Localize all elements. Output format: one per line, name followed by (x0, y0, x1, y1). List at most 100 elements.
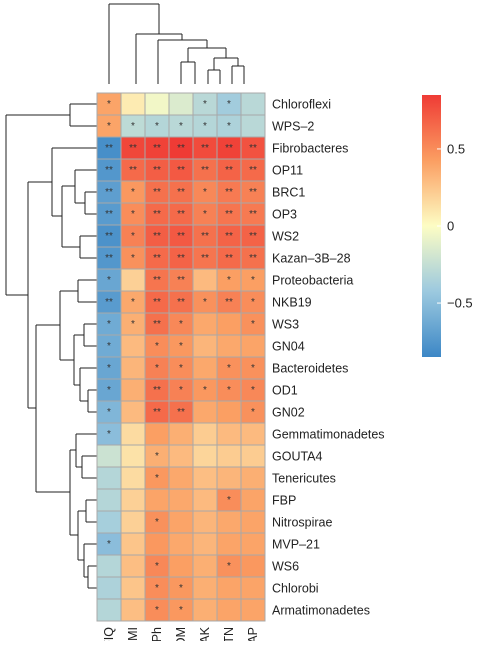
significance-mark: ** (177, 209, 185, 220)
significance-mark: ** (153, 319, 161, 330)
row-label: Fibrobacteres (272, 142, 348, 156)
heatmap-cell (120, 356, 146, 380)
heatmap-cell (216, 444, 242, 468)
row-label: Chloroflexi (272, 98, 331, 112)
column-label: AP (246, 627, 260, 641)
row-dendro-branch (60, 323, 97, 413)
significance-mark: ** (249, 165, 257, 176)
significance-mark: ** (177, 253, 185, 264)
column-label: FIQ (102, 627, 116, 641)
heatmap-cell (120, 598, 146, 622)
significance-mark: * (179, 583, 183, 594)
heatmap-cell (192, 576, 218, 600)
significance-mark: ** (249, 231, 257, 242)
heatmap-cell (120, 422, 146, 446)
row-dendro-branch (69, 103, 97, 127)
heatmap-cell (168, 532, 194, 556)
significance-mark: * (203, 385, 207, 396)
significance-mark: * (179, 385, 183, 396)
significance-mark: ** (201, 253, 209, 264)
heatmap-cell (192, 466, 218, 490)
heatmap-cell (192, 334, 218, 358)
significance-mark: ** (153, 165, 161, 176)
row-dendro-branch (5, 114, 70, 492)
heatmap-cell (240, 598, 266, 622)
col-dendro-branch (231, 65, 245, 84)
heatmap-cell (192, 510, 218, 534)
significance-mark: * (251, 363, 255, 374)
colorbar-tick-label: −0.5 (447, 296, 473, 311)
significance-mark: ** (225, 231, 233, 242)
col-dendro-branch (135, 33, 183, 84)
heatmap-cell (96, 598, 122, 622)
significance-mark: ** (225, 143, 233, 154)
row-dendrogram (5, 103, 97, 589)
heatmap-cell (240, 444, 266, 468)
heatmap-cell (240, 114, 266, 138)
heatmap-cell (144, 532, 170, 556)
significance-mark: ** (201, 231, 209, 242)
heatmap-cell (192, 598, 218, 622)
row-label: NKB19 (272, 296, 312, 310)
row-labels: Chloroflexi WPS–2 Fibrobacteres OP11 BRC1 OP3… (272, 98, 385, 618)
significance-mark: * (107, 385, 111, 396)
col-dendro-branch (108, 3, 160, 84)
heatmap-cell (192, 312, 218, 336)
significance-mark: * (131, 297, 135, 308)
significance-mark: * (179, 341, 183, 352)
heatmap-cell (216, 532, 242, 556)
significance-mark: ** (177, 297, 185, 308)
row-label: Proteobacteria (272, 274, 353, 288)
significance-mark: * (203, 121, 207, 132)
significance-mark: ** (225, 165, 233, 176)
column-label: Ph (150, 627, 164, 641)
significance-mark: ** (129, 143, 137, 154)
significance-mark: * (227, 99, 231, 110)
row-label: MVP–21 (272, 538, 320, 552)
significance-mark: ** (225, 253, 233, 264)
row-label: FBP (272, 494, 296, 508)
significance-mark: ** (177, 275, 185, 286)
significance-mark: * (227, 275, 231, 286)
significance-mark: ** (249, 209, 257, 220)
significance-mark: * (107, 539, 111, 550)
row-label: Armatimonadetes (272, 604, 370, 618)
colorbar-legend: 0.5 0 −0.5 (422, 95, 473, 357)
significance-mark: * (131, 209, 135, 220)
significance-mark: * (179, 319, 183, 330)
significance-mark: * (179, 121, 183, 132)
heatmap-cell (120, 532, 146, 556)
significance-mark: ** (105, 165, 113, 176)
significance-mark: * (155, 473, 159, 484)
significance-mark: ** (105, 231, 113, 242)
heatmap-cell (120, 554, 146, 578)
heatmap-cell (96, 576, 122, 600)
col-dendro-branch (207, 69, 221, 84)
heatmap-cell (120, 92, 146, 116)
significance-mark: * (203, 209, 207, 220)
colorbar-gradient (422, 95, 441, 357)
heatmap-cell (120, 510, 146, 534)
column-label: SMI (126, 627, 140, 641)
significance-mark: ** (177, 407, 185, 418)
significance-mark: ** (153, 143, 161, 154)
row-label: GN04 (272, 340, 305, 354)
heatmap-cell (144, 488, 170, 512)
heatmap-cell (96, 444, 122, 468)
row-dendro-branch (60, 279, 97, 303)
significance-mark: ** (249, 187, 257, 198)
heatmap-cell (240, 334, 266, 358)
significance-mark: ** (153, 297, 161, 308)
heatmap-cell (120, 378, 146, 402)
significance-mark: ** (105, 209, 113, 220)
heatmap-cell (96, 466, 122, 490)
row-label: Tenericutes (272, 472, 336, 486)
column-dendrogram (108, 3, 245, 84)
heatmap-cell (216, 510, 242, 534)
row-label: BRC1 (272, 186, 305, 200)
significance-mark: * (203, 99, 207, 110)
heatmap-cell (192, 422, 218, 446)
significance-mark: ** (177, 231, 185, 242)
heatmap-cell (168, 488, 194, 512)
